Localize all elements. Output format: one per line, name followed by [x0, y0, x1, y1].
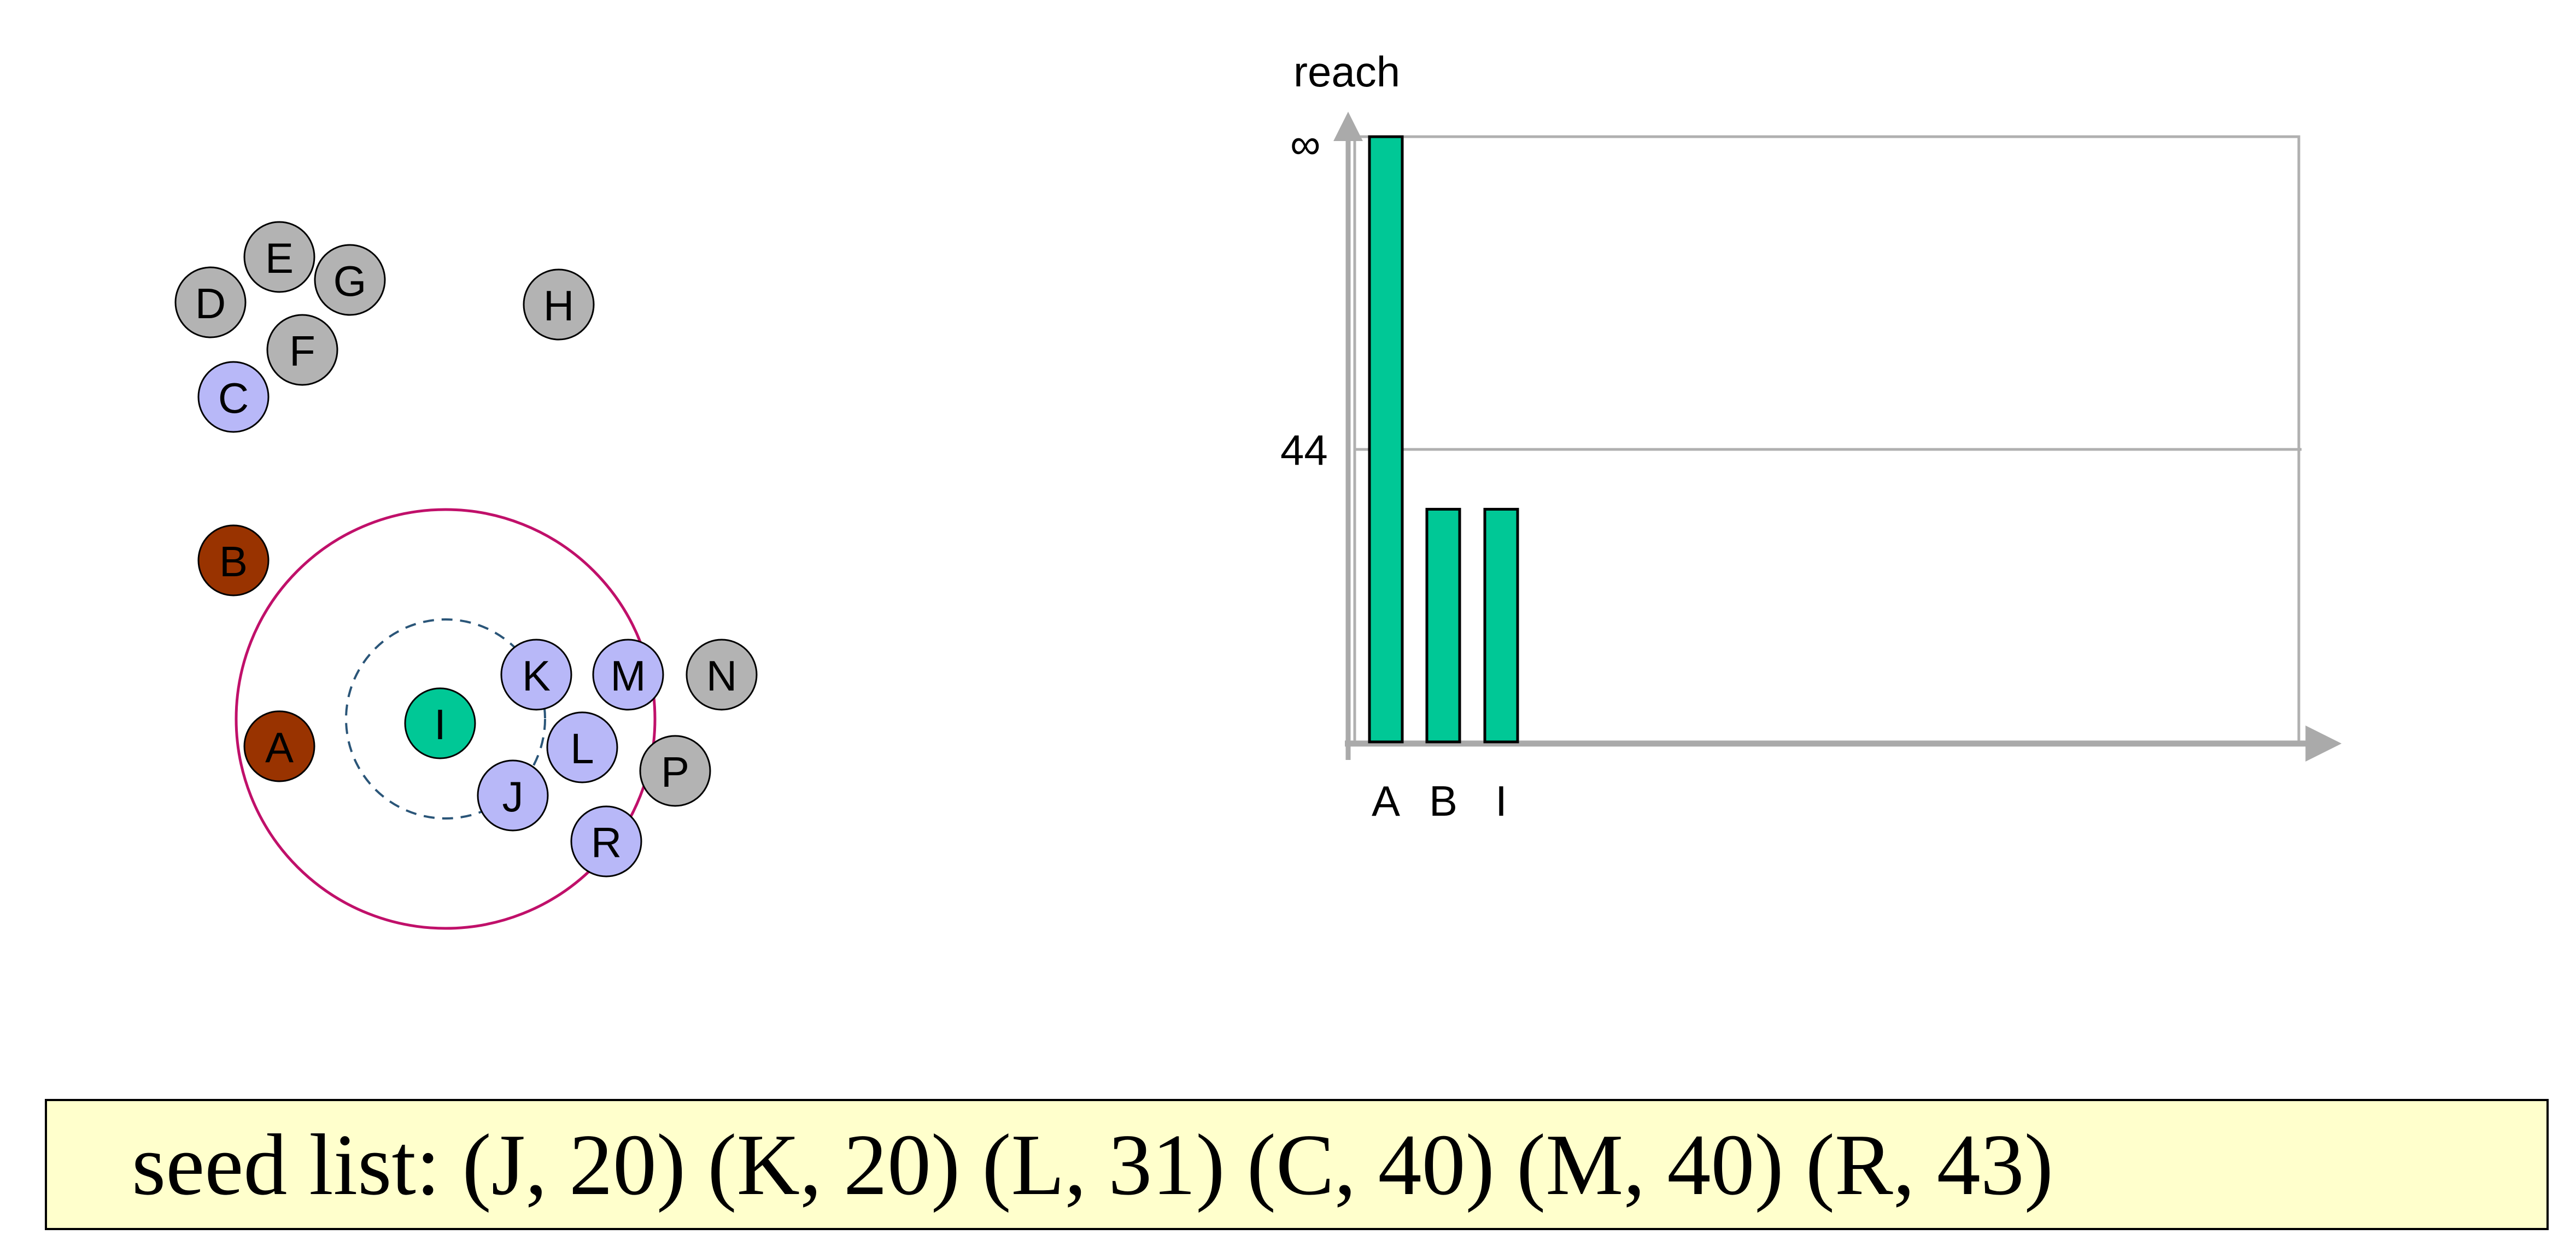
core-distance-circle	[345, 618, 546, 820]
point-label: K	[522, 652, 551, 700]
point-label: P	[661, 748, 689, 796]
point-label: D	[195, 279, 226, 327]
point-label: L	[570, 724, 594, 773]
y-tick-infinity: ∞	[1290, 120, 1321, 168]
point-h: H	[523, 268, 595, 341]
point-label: H	[543, 282, 574, 330]
point-label: M	[611, 652, 646, 700]
point-circle	[174, 266, 247, 338]
point-label: J	[502, 773, 524, 821]
point-p: P	[639, 735, 711, 807]
point-b: B	[197, 524, 270, 596]
point-n: N	[686, 639, 758, 711]
point-circle	[404, 687, 476, 759]
point-label: I	[434, 700, 446, 748]
y-axis-label: reach	[1293, 48, 1400, 96]
point-label: F	[289, 327, 315, 375]
point-circle	[523, 268, 595, 341]
point-f: F	[266, 314, 338, 386]
point-circle	[266, 314, 338, 386]
point-cloud: E G D FC H B K M N I L A P J R	[174, 221, 758, 877]
point-circle	[592, 639, 664, 711]
point-label: N	[706, 652, 737, 700]
point-circle	[197, 524, 270, 596]
point-circle	[243, 221, 315, 293]
bars	[1368, 135, 1519, 744]
point-label: A	[265, 723, 294, 771]
point-label: B	[219, 537, 248, 586]
point-d: D	[174, 266, 247, 338]
epsilon-neighborhood-circle	[235, 508, 657, 930]
point-e: E	[243, 221, 315, 293]
point-label: G	[333, 257, 367, 305]
point-label: E	[265, 234, 294, 282]
point-m: M	[592, 639, 664, 711]
point-circle	[500, 639, 572, 711]
point-k: K	[500, 639, 572, 711]
y-tick-44: 44	[1280, 426, 1328, 474]
point-a: A	[243, 710, 315, 782]
point-circle	[314, 244, 386, 316]
point-circle	[243, 710, 315, 782]
seed-list-box: seed list: (J, 20) (K, 20) (L, 31) (C, 4…	[45, 1099, 2549, 1230]
point-circle	[570, 805, 642, 877]
point-circle	[686, 639, 758, 711]
point-r: R	[570, 805, 642, 877]
seed-list-text: seed list: (J, 20) (K, 20) (L, 31) (C, 4…	[132, 1116, 2053, 1213]
point-circle	[197, 361, 270, 433]
bar-i	[1483, 507, 1519, 744]
point-label: R	[591, 818, 622, 867]
point-circle	[546, 711, 618, 783]
point-j: J	[477, 759, 549, 832]
point-g: G	[314, 244, 386, 316]
bar-b	[1425, 507, 1461, 744]
point-circle	[639, 735, 711, 807]
point-i: I	[404, 687, 476, 759]
point-circle	[477, 759, 549, 832]
point-label: C	[218, 374, 249, 422]
point-c: C	[197, 361, 270, 433]
x-tick-i: I	[1495, 777, 1507, 825]
x-tick-a: A	[1372, 777, 1400, 825]
x-tick-b: B	[1429, 777, 1457, 825]
bar-a	[1368, 135, 1404, 744]
point-l: L	[546, 711, 618, 783]
